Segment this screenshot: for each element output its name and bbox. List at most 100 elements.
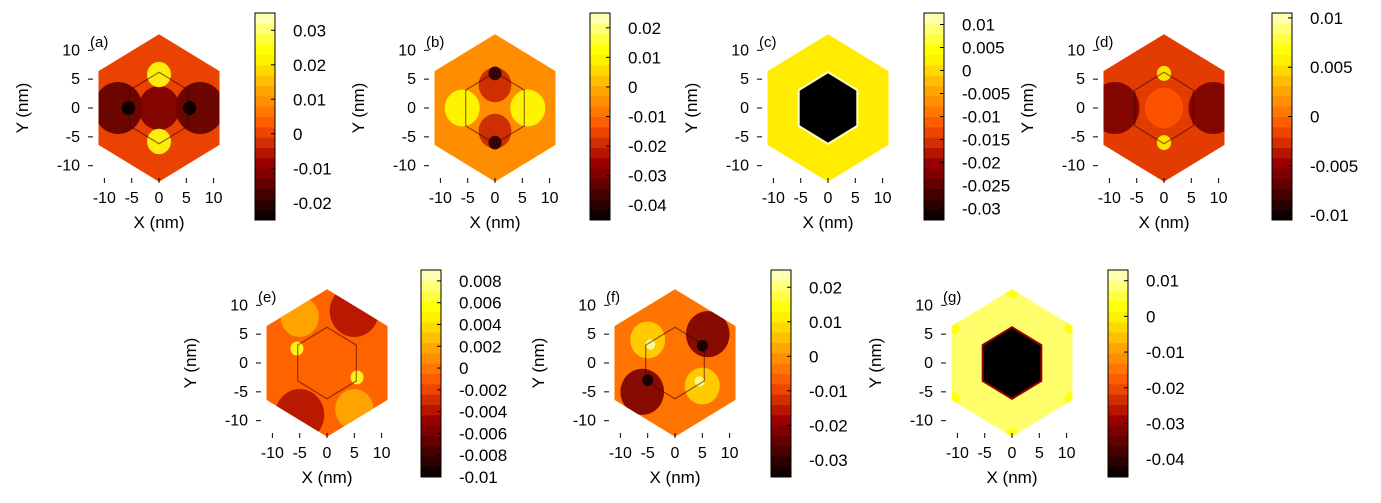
colorbar-band xyxy=(1108,445,1128,457)
x-tick-label: -10 xyxy=(609,445,632,462)
y-tick-label: 10 xyxy=(578,297,596,314)
colorbar-band xyxy=(924,33,944,45)
y-tick-label: -10 xyxy=(726,158,749,175)
field-blob-4 xyxy=(951,391,960,406)
y-tick-label: 5 xyxy=(740,71,749,88)
colorbar-band xyxy=(771,270,791,281)
colorbar-tick-label: 0.02 xyxy=(293,56,326,75)
field-blob-3 xyxy=(1156,65,1172,81)
colorbar-band xyxy=(255,95,275,107)
colorbar-band xyxy=(421,342,441,354)
colorbar-band xyxy=(1108,342,1128,354)
y-axis-label: Y (nm) xyxy=(529,338,548,389)
colorbar-band xyxy=(590,147,610,159)
colorbar-band xyxy=(590,13,610,24)
field-blob-6 xyxy=(645,339,656,350)
colorbar-tick-label: 0.006 xyxy=(459,294,502,313)
x-tick-label: 5 xyxy=(350,445,359,462)
colorbar-band xyxy=(255,75,275,86)
colorbar-band xyxy=(771,414,791,426)
field-features xyxy=(98,61,220,155)
colorbar-band xyxy=(255,168,275,180)
field-blob-5 xyxy=(1064,391,1073,406)
inner-hexagon-edge xyxy=(645,326,705,400)
colorbar-tick-label: 0 xyxy=(809,347,818,366)
colorbar-band xyxy=(590,209,610,221)
x-axis-label: X (nm) xyxy=(1139,213,1190,232)
colorbar-band xyxy=(590,157,610,169)
colorbar-tick-label: -0.006 xyxy=(459,424,507,443)
field-blob-0 xyxy=(98,82,143,134)
colorbar-tick-label: -0.01 xyxy=(1146,343,1185,362)
y-tick-label: -10 xyxy=(910,413,933,430)
x-axis-label: X (nm) xyxy=(987,468,1038,487)
colorbar-tick-label: 0.01 xyxy=(628,48,661,67)
x-tick-label: 0 xyxy=(824,190,833,207)
colorbar-tick-label: 0.002 xyxy=(459,337,502,356)
field-blob-5 xyxy=(350,370,364,385)
x-tick-label: -5 xyxy=(794,190,808,207)
colorbar-band xyxy=(924,178,944,190)
colorbar-band xyxy=(1272,157,1292,169)
inner-hexagon-edge xyxy=(297,326,357,400)
y-tick-label: -10 xyxy=(1062,158,1085,175)
colorbar-band xyxy=(1272,168,1292,180)
colorbar-band xyxy=(421,466,441,478)
x-tick-label: 5 xyxy=(182,190,191,207)
colorbar-band xyxy=(590,44,610,55)
colorbar-band xyxy=(1108,373,1128,385)
colorbar-band xyxy=(1108,456,1128,468)
x-tick-label: 5 xyxy=(698,445,707,462)
x-tick-label: 10 xyxy=(1058,445,1076,462)
colorbar-tick-label: -0.02 xyxy=(962,154,1001,173)
colorbar-tick-label: 0.02 xyxy=(628,19,661,38)
colorbar-frame xyxy=(770,269,792,478)
colorbar-band xyxy=(1272,116,1292,128)
field-blob-2 xyxy=(138,86,180,130)
x-axis-label: X (nm) xyxy=(803,213,854,232)
colorbar-band xyxy=(255,188,275,200)
colorbar-band xyxy=(771,466,791,478)
colorbar-tick-label: -0.008 xyxy=(459,446,507,465)
x-tick-label: -10 xyxy=(93,190,116,207)
y-tick-label: 5 xyxy=(1076,71,1085,88)
colorbar-band xyxy=(590,168,610,180)
inner-hexagon-edge xyxy=(1134,71,1194,145)
outer-hexagon xyxy=(266,289,388,437)
colorbar-band xyxy=(924,199,944,211)
colorbar-band xyxy=(771,404,791,416)
colorbar-band xyxy=(421,445,441,457)
field-blob-2 xyxy=(951,320,960,335)
colorbar-band xyxy=(1108,383,1128,395)
colorbar-band xyxy=(924,23,944,35)
colorbar-band xyxy=(421,332,441,343)
colorbar-tick-label: 0.01 xyxy=(1310,9,1343,28)
y-tick-label: 10 xyxy=(915,297,933,314)
y-tick-label: 10 xyxy=(230,297,248,314)
colorbar-band xyxy=(771,352,791,364)
x-tick-label: 0 xyxy=(323,445,332,462)
colorbar-band xyxy=(255,85,275,97)
field-blob-3 xyxy=(146,61,172,88)
colorbar-tick-label: 0.01 xyxy=(962,16,995,35)
field-blob-3 xyxy=(630,321,666,359)
colorbar-tick-label: 0.005 xyxy=(962,39,1005,58)
field-blob-0 xyxy=(1103,82,1140,134)
colorbar: 0.02 0.01 0 -0.01 -0.02 -0.03 -0.04 xyxy=(589,12,667,221)
colorbar-band xyxy=(1108,435,1128,447)
colorbar-tick-label: -0.02 xyxy=(1146,379,1185,398)
field-blob-7 xyxy=(694,376,705,387)
colorbar-tick-label: 0.01 xyxy=(1146,272,1179,291)
panel-6: (g) -10 -5 0 5 10 -10 -5 0 5 10 X (nm) Y (nm) 0.01 0 -0… xyxy=(866,269,1185,487)
y-tick-label: -5 xyxy=(66,129,80,146)
y-tick-label: -10 xyxy=(573,413,596,430)
colorbar-tick-label: 0.01 xyxy=(809,313,842,332)
colorbar: 0.01 0.005 0 -0.005 -0.01 -0.015 -0.02 -0.025 -0… xyxy=(923,12,1010,221)
colorbar-band xyxy=(1108,425,1128,437)
field-features xyxy=(951,289,1073,437)
colorbar-band xyxy=(255,54,275,66)
x-tick-label: -5 xyxy=(125,190,139,207)
colorbar: 0.008 0.006 0.004 0.002 0 -0.002 -0.004 -0.006 -… xyxy=(420,269,507,487)
